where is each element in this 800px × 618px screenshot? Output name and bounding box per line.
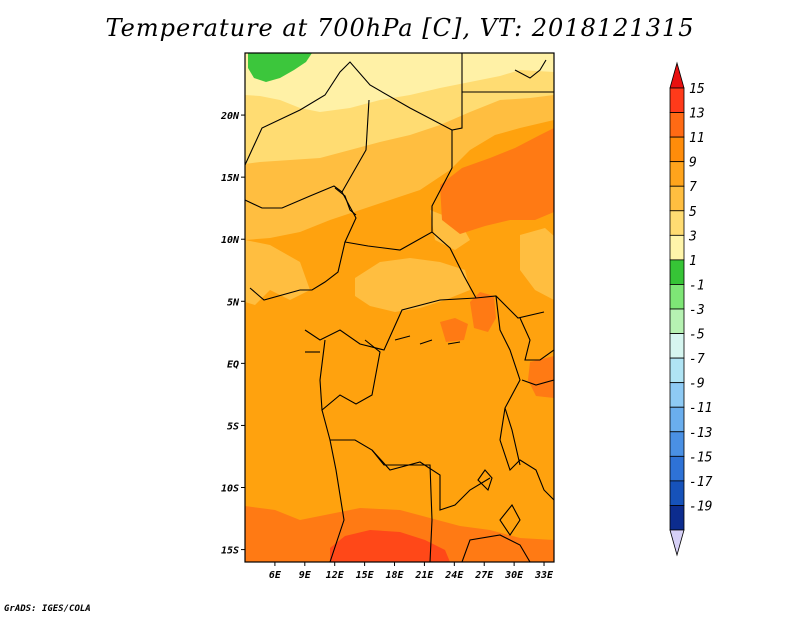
colorbar-level-label: 13 [689,107,705,122]
colorbar-level-label: -1 [689,278,705,293]
field-7to9 [355,258,470,312]
colorbar-swatch [669,185,685,212]
colorbar-swatch [669,431,685,457]
country-borders [245,53,554,562]
field-7to9 [520,228,554,300]
lon-tick-label: 24E [444,570,464,581]
colorbar-swatch [669,505,685,531]
colorbar-top-arrow [669,61,685,89]
credit-text: GrADS: IGES/COLA [4,604,91,614]
lat-tick-label: 20N [220,111,240,122]
lat-tick-label: 10N [221,235,240,246]
colorbar-swatch [669,259,685,285]
map-frame [244,52,555,563]
colorbar-level-label: 11 [689,131,705,146]
colorbar-swatch [669,480,685,506]
field-11to13 [528,356,554,398]
colorbar-swatch [669,333,685,359]
longitude-axis: 6E 9E 12E 15E 18E 21E 24E 27E 30E 33E [269,562,554,581]
field-11to13 [470,292,496,332]
field-7to9 [430,210,470,250]
colorbar-level-label: 3 [688,229,697,244]
colorbar-swatch [669,455,685,482]
colorbar-level-label: 9 [689,156,697,171]
lat-tick-label: 5N [227,297,240,308]
colorbar-bottom-arrow [669,529,685,557]
colorbar-level-label: 5 [689,205,697,220]
map-title: Temperature at 700hPa [C], VT: 201812131… [105,14,695,42]
lat-tick-label: 10S [221,484,239,495]
field-7to9 [245,240,310,305]
lon-tick-label: 21E [414,570,434,581]
lat-tick-label: 15N [221,173,240,184]
colorbar-level-label: -19 [689,499,712,514]
colorbar-level-label: -11 [689,401,712,416]
colorbar-level-label: -9 [689,377,705,392]
colorbar-swatch [669,284,685,310]
field-lt3 [248,53,312,82]
colorbar-swatch [669,136,685,163]
lon-tick-label: 6E [269,570,282,581]
colorbar-level-label: -17 [689,475,713,490]
lon-tick-label: 12E [326,570,345,581]
lat-tick-label: 5S [227,421,239,432]
lat-tick-label: EQ [227,359,239,370]
colorbar-level-label: 15 [689,82,705,97]
colorbar-level-label: -15 [689,450,713,465]
colorbar: 15 13 11 9 7 5 3 1 -1 -3 -5 -7 -9 -11 -13 -15 -17 -19 [669,61,713,557]
colorbar-swatch [669,406,685,433]
colorbar-swatch [669,210,685,236]
colorbar-swatch [669,357,685,384]
colorbar-swatch [669,382,685,408]
lon-tick-label: 27E [474,570,494,581]
latitude-axis: 20N 15N 10N 5N EQ 5S 10S 15S [220,111,245,557]
colorbar-level-label: 7 [689,180,697,195]
lon-tick-label: 33E [534,570,554,581]
colorbar-swatch [669,234,685,261]
colorbar-level-label: 1 [689,254,697,269]
colorbar-swatch [669,112,685,138]
colorbar-level-label: -5 [689,328,705,343]
colorbar-swatch [669,87,685,113]
field-11to13 [440,318,468,342]
temperature-field [245,53,554,562]
colorbar-level-label: -3 [689,303,705,318]
lon-tick-label: 18E [385,570,404,581]
colorbar-level-label: -13 [689,426,712,441]
lon-tick-label: 9E [299,570,312,581]
colorbar-swatch [669,308,685,334]
lon-tick-label: 15E [356,570,375,581]
lon-tick-label: 30E [504,570,524,581]
field-11to13 [440,128,554,234]
colorbar-level-label: -7 [689,352,705,367]
field-13to15 [330,530,450,562]
lat-tick-label: 15S [221,546,239,557]
colorbar-swatch [669,161,685,187]
